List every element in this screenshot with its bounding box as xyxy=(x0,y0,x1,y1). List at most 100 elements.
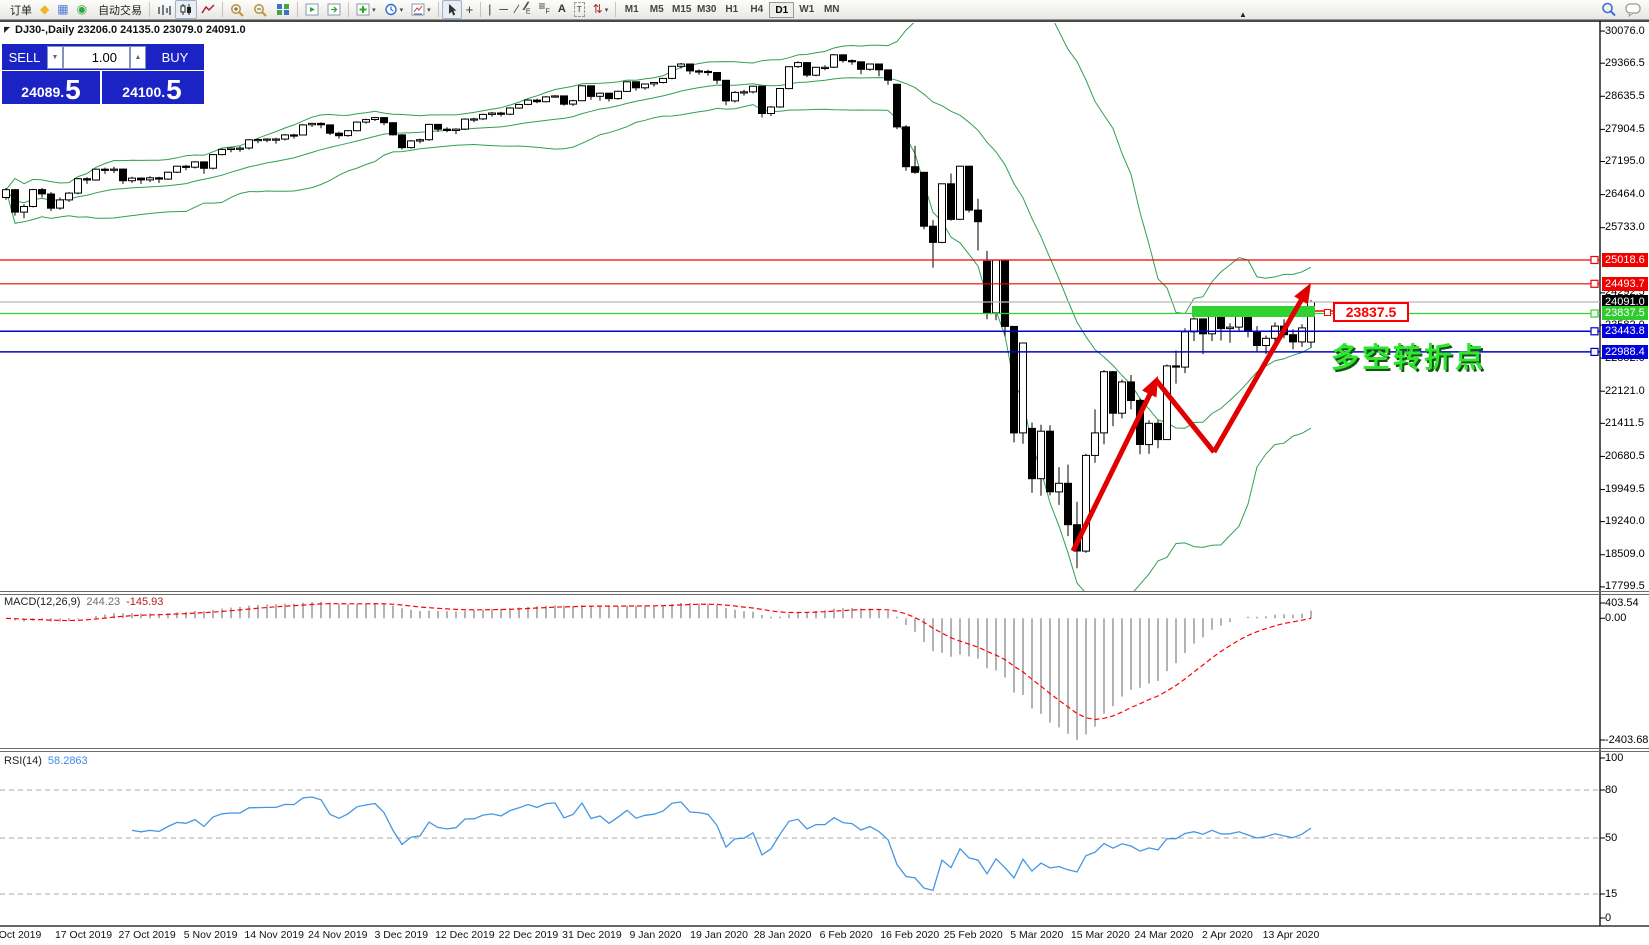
timeframe-m1-button[interactable]: M1 xyxy=(624,3,639,15)
cursor-icon[interactable] xyxy=(441,0,462,19)
new-order-label: 订单 xyxy=(10,4,32,17)
autotrading-button[interactable]: 自动交易 xyxy=(91,1,146,18)
timeframe-m5-button[interactable]: M5 xyxy=(649,3,664,15)
buy-price-int: 24100 xyxy=(122,84,162,100)
price-tag-label[interactable]: 23837.5 xyxy=(1333,302,1409,322)
price-tick: 30076.0 xyxy=(1605,24,1645,37)
rsi-axis-tick: 100 xyxy=(1605,751,1624,764)
buy-price-pip: 5 xyxy=(166,74,182,105)
volume-up-stepper[interactable]: ▲ xyxy=(130,46,146,69)
horizontal-line-objects[interactable] xyxy=(0,255,1600,356)
fibonacci-icon[interactable]: ≡F xyxy=(538,0,550,16)
vertical-line-icon[interactable]: | xyxy=(488,2,492,16)
bar-chart-icon[interactable] xyxy=(153,1,175,18)
date-tick: 19 Jan 2020 xyxy=(690,929,748,941)
timeframe-d1-button[interactable]: D1 xyxy=(769,1,795,18)
sell-button[interactable]: SELL xyxy=(8,49,41,65)
date-tick: 16 Feb 2020 xyxy=(880,929,940,941)
zoom-out-icon[interactable] xyxy=(249,1,272,18)
buy-button[interactable]: BUY xyxy=(161,49,189,65)
zoom-in-icon[interactable] xyxy=(226,1,249,18)
horizontal-line-icon[interactable]: ─ xyxy=(499,2,508,16)
indicators-icon[interactable]: ▾ xyxy=(352,1,380,18)
periods-icon[interactable]: ▾ xyxy=(380,1,408,18)
crosshair-icon[interactable]: + xyxy=(465,2,474,17)
toolbar-separator xyxy=(437,2,439,17)
rsi-axis-tick: 15 xyxy=(1605,887,1618,900)
rsi-axis-tick: 50 xyxy=(1605,831,1618,844)
date-tick: 3 Dec 2019 xyxy=(374,929,429,941)
candle-chart-icon[interactable] xyxy=(175,0,198,19)
community-icon[interactable]: ◉ xyxy=(76,2,88,16)
timeframe-h4-button[interactable]: H4 xyxy=(750,3,764,15)
date-tick: 5 Nov 2019 xyxy=(183,929,238,941)
price-tick: 27195.0 xyxy=(1605,154,1645,167)
tile-windows-icon[interactable] xyxy=(272,1,294,18)
auto-scroll-icon[interactable] xyxy=(301,1,323,18)
arrows-icon[interactable]: ⇅ ▾ xyxy=(592,2,609,16)
candlesticks xyxy=(2,54,1315,569)
rsi-value: 58.2863 xyxy=(47,755,88,767)
trend-arrows[interactable] xyxy=(1070,283,1333,553)
sell-price-int: 24089 xyxy=(21,84,61,100)
date-tick: 22 Dec 2019 xyxy=(498,929,559,941)
timeframe-m30-button[interactable]: M30 xyxy=(697,3,717,15)
channel-icon[interactable]: ∕∕E xyxy=(525,0,531,16)
line-chart-icon[interactable] xyxy=(197,1,219,18)
buy-price[interactable]: 24100. 5 xyxy=(122,74,182,105)
macd-signal-line xyxy=(5,603,1312,721)
price-tick: 27904.5 xyxy=(1605,122,1645,135)
date-tick: 13 Apr 2020 xyxy=(1262,929,1320,941)
date-tick: 17 Oct 2019 xyxy=(54,929,113,941)
price-tick: 22121.0 xyxy=(1605,384,1645,397)
search-icon[interactable] xyxy=(1597,1,1621,18)
templates-icon[interactable]: ▾ xyxy=(407,1,435,18)
chat-icon[interactable] xyxy=(1621,1,1646,18)
sell-price[interactable]: 24089. 5 xyxy=(2,71,102,104)
text-label-icon[interactable]: T xyxy=(570,1,589,18)
chevron-down-icon: ▾ xyxy=(372,6,376,14)
macd-main-value: 244.23 xyxy=(86,596,121,608)
volume-input[interactable]: 1.00 xyxy=(63,46,130,69)
sell-price-pip: 5 xyxy=(65,74,81,105)
macd-axis-tick: 403.54 xyxy=(1605,596,1639,609)
reports-icon[interactable]: ▦ xyxy=(57,2,69,16)
rsi-axis-tick: 80 xyxy=(1605,783,1618,796)
date-tick: 27 Oct 2019 xyxy=(118,929,176,941)
turning-point-text[interactable]: 多空转折点 xyxy=(1331,342,1487,373)
macd-histogram xyxy=(14,601,1312,740)
collapse-arrow-icon[interactable]: ◤ xyxy=(4,25,11,34)
date-tick: 2 Apr 2020 xyxy=(1202,929,1253,941)
date-tick: 15 Mar 2020 xyxy=(1070,929,1130,941)
price-tick: 29366.5 xyxy=(1605,56,1645,69)
timeframe-w1-button[interactable]: W1 xyxy=(799,3,815,15)
date-tick: 5 Mar 2020 xyxy=(1010,929,1064,941)
macd-axis-tick: -2403.68 xyxy=(1605,733,1649,746)
timeframe-mn-button[interactable]: MN xyxy=(823,3,840,15)
date-tick: 12 Dec 2019 xyxy=(435,929,495,941)
gold-icon[interactable]: ◆ xyxy=(40,2,50,16)
trendline-icon[interactable]: ∕ xyxy=(515,2,518,16)
volume-down-stepper[interactable]: ▼ xyxy=(47,46,63,69)
text-icon[interactable]: A xyxy=(557,3,566,15)
toolbar-separator xyxy=(149,2,151,17)
timeframe-m15-button[interactable]: M15 xyxy=(672,3,692,15)
date-tick: 31 Dec 2019 xyxy=(562,929,622,941)
chevron-down-icon: ▾ xyxy=(427,6,431,14)
green-highlight-bar[interactable] xyxy=(1192,306,1315,317)
toolbar-separator xyxy=(348,2,350,17)
price-tick: 19949.5 xyxy=(1605,483,1645,496)
toolbar-separator xyxy=(222,2,224,17)
macd-signal-value: -145.93 xyxy=(126,596,164,608)
price-label-25018.6: 25018.6 xyxy=(1602,253,1648,268)
date-tick: 24 Mar 2020 xyxy=(1134,929,1194,941)
rsi-line xyxy=(131,796,1312,892)
timeframe-h1-button[interactable]: H1 xyxy=(725,3,739,15)
chart-title: DJ30-,Daily 23206.0 24135.0 23079.0 2409… xyxy=(15,24,246,36)
chart-shift-icon[interactable] xyxy=(323,1,345,18)
date-tick: 28 Jan 2020 xyxy=(753,929,812,941)
toolbar: 订单 ◆ ▦ ◉ 自动交易 ▾ ▾ ▾ + | ─ ∕ ∕∕E ≡F AT⇅▾ M1 M5 M15 M30 H1 H4 D… xyxy=(0,0,1649,20)
price-tag-anchor xyxy=(1324,309,1331,316)
new-order-button[interactable]: 订单 xyxy=(3,1,36,18)
